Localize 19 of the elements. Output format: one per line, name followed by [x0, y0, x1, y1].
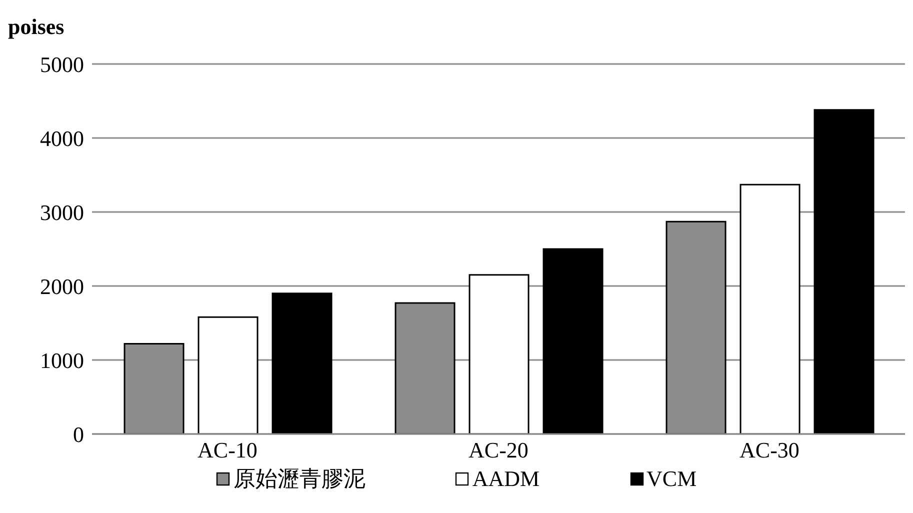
x-tick-label: AC-20: [468, 438, 528, 463]
legend-label: VCM: [646, 466, 697, 492]
bar: [272, 292, 332, 434]
x-tick-label: AC-10: [198, 438, 258, 463]
legend-label: AADM: [472, 466, 540, 492]
x-tick-label: AC-30: [740, 438, 800, 463]
y-tick-label: 3000: [40, 200, 84, 225]
y-tick-label: 5000: [40, 52, 84, 77]
y-tick-label: 0: [73, 422, 84, 447]
bar: [542, 248, 604, 434]
y-axis-title: poises: [8, 14, 64, 40]
y-tick-label: 2000: [40, 274, 84, 299]
bar: [814, 109, 874, 434]
y-tick-label: 4000: [40, 126, 84, 151]
legend-label: 原始瀝青膠泥: [233, 465, 366, 493]
bar: [740, 184, 800, 434]
bar: [468, 274, 530, 434]
bar: [198, 316, 258, 434]
y-tick-label: 1000: [40, 348, 84, 373]
